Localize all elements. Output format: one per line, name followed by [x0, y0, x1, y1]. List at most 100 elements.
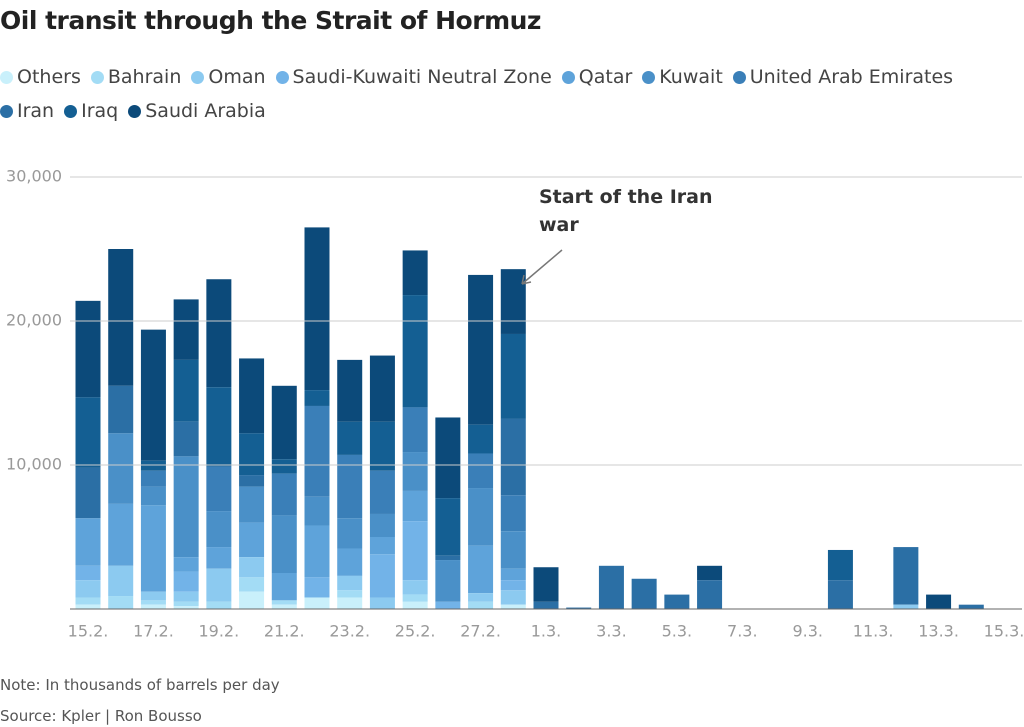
bar-segment — [500, 604, 526, 609]
bar-segment — [239, 591, 265, 609]
bar-segment — [664, 594, 690, 609]
legend-item: Iran — [0, 100, 54, 122]
legend-marker — [90, 70, 104, 84]
bar-segment — [75, 397, 101, 468]
bar-segment — [75, 565, 101, 581]
legend-item: Kuwait — [642, 66, 723, 88]
x-tick-label: 3.3. — [596, 622, 627, 641]
bar-segment — [304, 525, 330, 578]
bar-segment — [304, 496, 330, 526]
bar-segment — [108, 596, 134, 609]
x-tick-label: 11.3. — [853, 622, 894, 641]
bar-segment — [140, 486, 166, 506]
bar-segment — [206, 547, 232, 569]
bar-segment — [500, 580, 526, 591]
bar-segment — [435, 555, 461, 561]
bar-segment — [500, 531, 526, 569]
bar-segment — [108, 433, 134, 504]
legend-marker — [128, 104, 142, 118]
note: Note: In thousands of barrels per day — [0, 676, 280, 694]
bar-segment — [206, 279, 232, 388]
legend-marker — [191, 70, 205, 84]
bar-segment — [140, 329, 166, 461]
bar-segment — [140, 470, 166, 487]
bar-segment — [402, 250, 428, 296]
chart-title: Oil transit through the Strait of Hormuz — [0, 6, 541, 35]
bar-segment — [173, 571, 199, 592]
bar-segment — [369, 355, 395, 422]
bar-segment — [108, 565, 134, 597]
bar-segment — [958, 604, 984, 609]
x-tick-label: 15.2. — [68, 622, 109, 641]
bar-segment — [697, 580, 723, 609]
legend: Others Bahrain Oman Saudi-Kuwaiti Neutral Z… — [0, 66, 990, 122]
bar-segment — [468, 274, 494, 425]
legend-label: Saudi Arabia — [145, 100, 266, 122]
bar-segment — [271, 473, 297, 516]
bar-segment — [304, 405, 330, 497]
bar-segment — [369, 513, 395, 537]
bar-segment — [827, 580, 853, 609]
bar-segment — [435, 498, 461, 556]
bar-segment — [271, 600, 297, 605]
x-tick-label: 23.2. — [329, 622, 370, 641]
legend-item: Saudi-Kuwaiti Neutral Zone — [275, 66, 552, 88]
x-tick-label: 21.2. — [264, 622, 305, 641]
legend-item: Oman — [191, 66, 266, 88]
bar-segment — [369, 597, 395, 609]
bar-segment — [239, 475, 265, 487]
bar-segment — [173, 591, 199, 602]
bar-segment — [271, 515, 297, 573]
bar-segment — [206, 568, 232, 602]
bar-segment — [271, 573, 297, 601]
bar-segment — [304, 597, 330, 609]
y-tick-label: 20,000 — [6, 311, 62, 330]
bar-segment — [402, 490, 428, 522]
source: Source: Kpler | Ron Bousso — [0, 707, 202, 725]
legend-label: Iraq — [81, 100, 119, 122]
x-tick-label: 15.3. — [984, 622, 1024, 641]
bar-segment — [827, 549, 853, 581]
x-tick-label: 27.2. — [460, 622, 501, 641]
bar-segment — [304, 227, 330, 391]
annotation: Start of the Iran war — [539, 186, 713, 236]
bar-segment — [337, 518, 363, 549]
bar-segment — [468, 593, 494, 602]
annotation-arrow — [521, 249, 563, 285]
legend-label: Kuwait — [659, 66, 723, 88]
bar-segment — [435, 601, 461, 609]
legend-label: Bahrain — [107, 66, 182, 88]
bar-segment — [533, 567, 559, 602]
bar-segment — [598, 565, 624, 609]
bar-segment — [75, 604, 101, 609]
bar-segment — [75, 518, 101, 566]
bar-segment — [500, 590, 526, 605]
bar-segment — [140, 460, 166, 471]
bar-segment — [435, 417, 461, 499]
legend-item: Others — [0, 66, 81, 88]
legend-label: Saudi-Kuwaiti Neutral Zone — [292, 66, 552, 88]
legend-label: Others — [17, 66, 81, 88]
bar-segment — [75, 300, 101, 398]
bar-segment — [108, 503, 134, 566]
x-tick-label: 13.3. — [918, 622, 959, 641]
bar-segment — [926, 594, 952, 609]
bar-segment — [206, 511, 232, 548]
bar-segment — [500, 269, 526, 334]
legend-marker — [0, 104, 13, 118]
bar-segment — [304, 390, 330, 406]
bar-segment — [369, 421, 395, 471]
bar-segment — [500, 333, 526, 419]
bar-segment — [369, 554, 395, 598]
bar-segment — [239, 577, 265, 592]
bar-segment — [173, 601, 199, 607]
legend-marker — [732, 70, 746, 84]
legend-label: Oman — [208, 66, 266, 88]
bar-segment — [893, 604, 919, 609]
bar-segment — [402, 580, 428, 595]
x-tick-label: 19.2. — [198, 622, 239, 641]
bar-segment — [173, 299, 199, 360]
legend-item: Saudi Arabia — [128, 100, 266, 122]
x-tick-label: 25.2. — [395, 622, 436, 641]
bar-segment — [337, 359, 363, 422]
